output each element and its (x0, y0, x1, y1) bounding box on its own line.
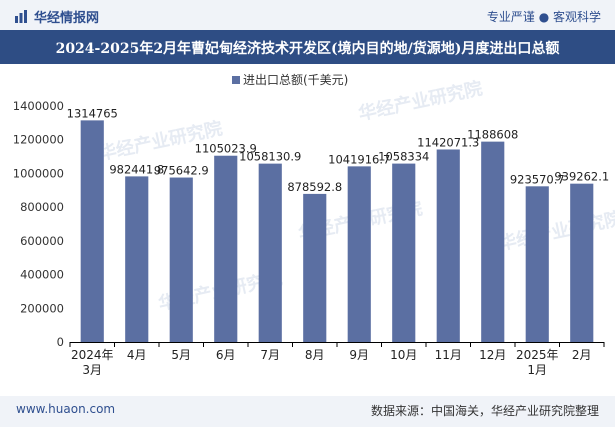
data-label: 1142071.3 (417, 135, 479, 149)
y-tick-label: 600000 (20, 234, 64, 248)
data-label: 1314765 (67, 106, 118, 120)
x-tick-label: 2024年 (71, 348, 114, 362)
title-bar (0, 30, 615, 64)
data-label: 1058130.9 (239, 150, 301, 164)
data-label: 923570.7 (510, 172, 565, 186)
bar (169, 177, 193, 342)
data-label: 1058334 (378, 150, 429, 164)
data-label: 982441.8 (109, 162, 164, 176)
bar (392, 163, 416, 342)
watermark-text: 华经产业研究院 (356, 77, 484, 125)
bar-chart: 华经产业研究院华经产业研究院华经产业研究院华经产业研究院华经产业研究院进出口总额… (13, 73, 615, 377)
x-tick-label: 8月 (305, 348, 325, 362)
x-tick-label: 12月 (479, 348, 506, 362)
bar (436, 149, 460, 342)
data-label: 878592.8 (287, 180, 342, 194)
site-url[interactable]: www.huaon.com (16, 402, 116, 416)
brand: 华经情报网 (14, 7, 99, 26)
tagline: 专业严谨 ● 客观科学 (486, 10, 601, 24)
bar (347, 166, 371, 342)
data-label: 1041916.7 (328, 152, 390, 166)
x-tick-label: 10月 (390, 348, 417, 362)
bar (525, 186, 549, 342)
bar (481, 141, 505, 342)
bar (214, 155, 238, 342)
y-tick-label: 1400000 (13, 99, 64, 113)
y-tick-label: 1200000 (13, 133, 64, 147)
brand-name: 华经情报网 (34, 11, 100, 26)
chart-title: 2024-2025年2月年曹妃甸经济技术开发区(境内目的地/货源地)月度进出口总… (55, 41, 560, 57)
y-tick-label: 400000 (20, 268, 64, 282)
x-tick-label: 5月 (171, 348, 191, 362)
x-tick-label: 4月 (127, 348, 147, 362)
data-label: 1188608 (467, 128, 518, 142)
x-tick-label: 3月 (82, 363, 102, 377)
bar (570, 183, 594, 342)
data-label: 939262.1 (554, 170, 609, 184)
x-tick-label: 11月 (435, 348, 462, 362)
bar (258, 163, 282, 342)
y-tick-label: 1000000 (13, 166, 64, 180)
y-tick-label: 0 (57, 335, 64, 349)
bar (80, 120, 104, 342)
y-tick-label: 200000 (20, 301, 64, 315)
x-tick-label: 7月 (260, 348, 280, 362)
data-source: 数据来源：中国海关，华经产业研究院整理 (370, 404, 599, 418)
legend-swatch (232, 76, 240, 84)
bar (125, 176, 149, 342)
x-tick-label: 9月 (349, 348, 369, 362)
bar (303, 193, 327, 342)
y-tick-label: 800000 (20, 200, 64, 214)
x-tick-label: 2月 (572, 348, 592, 362)
legend-label: 进出口总额(千美元) (243, 73, 348, 87)
watermark-text: 华经产业研究院 (496, 207, 615, 255)
x-tick-label: 1月 (527, 363, 547, 377)
data-label: 1105023.9 (195, 142, 257, 156)
top-bar (0, 0, 615, 30)
x-tick-label: 2025年 (516, 348, 559, 362)
x-tick-label: 6月 (216, 348, 236, 362)
bottom-bar (0, 396, 615, 427)
brand-logo-icon (15, 9, 27, 23)
data-label: 975642.9 (154, 164, 209, 178)
